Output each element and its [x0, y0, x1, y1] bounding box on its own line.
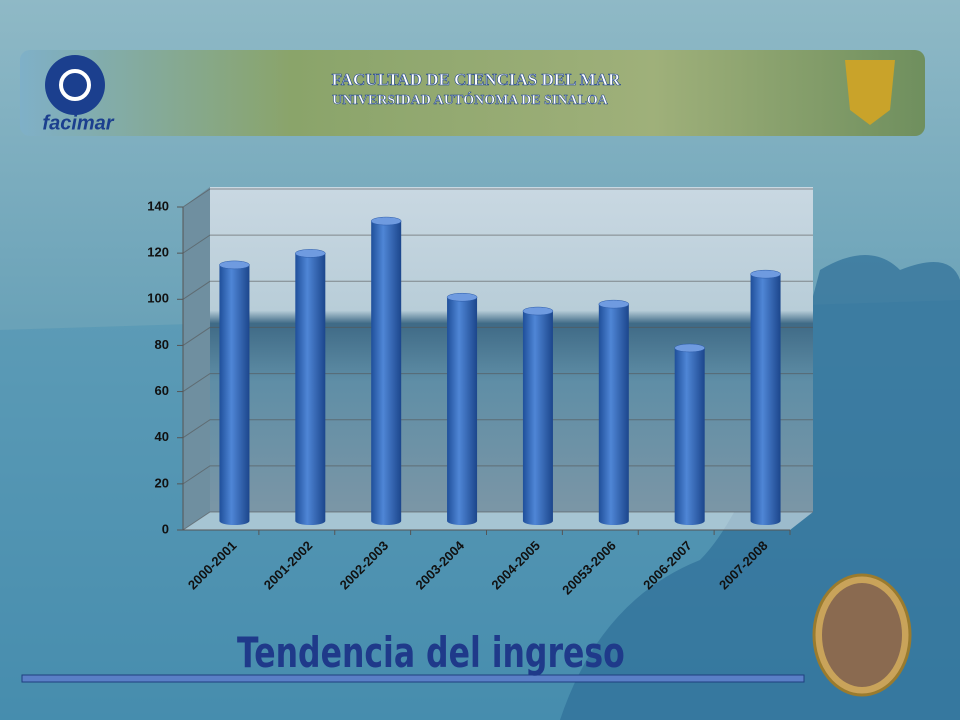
bar-top	[598, 299, 630, 309]
grid-line	[182, 234, 813, 254]
crest	[845, 60, 895, 125]
grid-line	[182, 188, 813, 208]
back-wall	[210, 187, 813, 512]
y-tick-label: 120	[147, 245, 169, 260]
bar	[295, 253, 326, 525]
bar-top	[295, 249, 326, 258]
bar-top	[674, 343, 705, 353]
bar	[371, 221, 402, 526]
title-underline	[21, 674, 805, 683]
bar	[447, 297, 478, 525]
y-tick-label: 100	[147, 291, 169, 306]
side-wall	[183, 187, 210, 530]
bar	[674, 347, 705, 525]
bar	[219, 264, 250, 525]
chart-title: Tendencia del ingreso	[237, 628, 625, 677]
logo-swirl	[59, 69, 91, 101]
y-tick-label: 40	[155, 429, 169, 444]
bar-top	[370, 216, 402, 226]
y-tick-label: 0	[162, 521, 169, 536]
y-tick-label: 20	[155, 475, 169, 490]
bar	[522, 311, 553, 525]
bar	[598, 304, 629, 525]
bar-top	[219, 260, 250, 270]
logo-text: facimar	[42, 112, 114, 134]
y-tick-label: 80	[155, 337, 169, 352]
floor	[183, 512, 813, 530]
bar	[750, 274, 781, 525]
bar-top	[750, 269, 781, 279]
grid-line	[182, 280, 813, 300]
header-banner	[20, 50, 925, 136]
y-tick-label: 140	[147, 198, 169, 213]
y-tick-label: 60	[155, 383, 169, 398]
bar-top	[522, 306, 554, 316]
header-title: FACULTAD DE CIENCIAS DEL MAR	[332, 70, 621, 89]
portrait	[822, 583, 902, 687]
logo-icon	[45, 55, 105, 115]
header-subtitle: UNIVERSIDAD AUTÓNOMA DE SINALOA	[332, 91, 609, 108]
bar-top	[446, 292, 478, 302]
